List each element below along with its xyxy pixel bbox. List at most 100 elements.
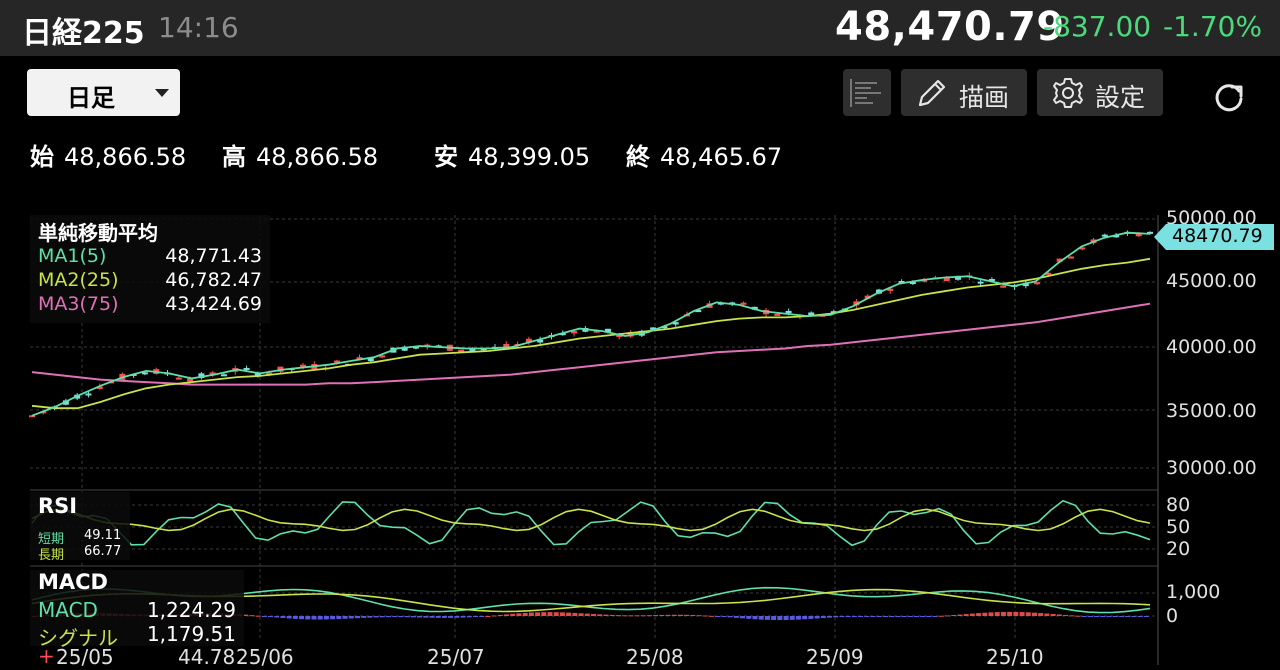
macd-hist-bar <box>907 616 913 617</box>
price-change-percent: -1.70% <box>1163 10 1263 43</box>
candle-body <box>187 378 194 382</box>
candle-body <box>661 326 668 329</box>
y-tick-label: 45000.00 <box>1166 270 1257 292</box>
macd-title: MACD <box>38 570 108 594</box>
macd-hist-bar <box>255 615 261 617</box>
candle-body <box>243 367 250 370</box>
macd-hist-bar <box>764 616 770 620</box>
macd-hist-bar <box>771 616 777 621</box>
macd-hist-bar <box>615 615 621 617</box>
candle-body <box>1000 285 1007 288</box>
macd-hist-bar <box>733 616 739 618</box>
ma2-value: 46,782.47 <box>165 269 262 291</box>
macd-hist-bar <box>827 616 833 618</box>
rsi-short-line <box>31 499 1151 547</box>
candle-body <box>808 312 815 316</box>
ma1-line <box>31 231 1151 417</box>
macd-hist-bar <box>286 616 292 619</box>
settings-button[interactable]: 設定 <box>1037 69 1163 116</box>
candle-body <box>593 330 600 333</box>
macd-hist-bar <box>1063 614 1069 616</box>
macd-hist-bar <box>361 616 367 618</box>
macd-hist-bar <box>1000 611 1006 616</box>
macd-hist-bar <box>820 616 826 619</box>
macd-hist-bar <box>677 614 683 616</box>
macd-hist-bar <box>379 616 385 618</box>
macd-hist-bar <box>709 615 715 617</box>
macd-hist-bar <box>317 616 323 620</box>
candle-body <box>220 374 227 377</box>
rsi-short-label: 短期 <box>38 532 65 547</box>
macd-hist-bar <box>559 612 565 616</box>
x-tick-label: 25/09 <box>806 645 864 669</box>
close-value: 終 48,465.67 <box>626 143 783 171</box>
draw-button[interactable]: 描画 <box>901 69 1027 116</box>
candle-body <box>1079 247 1086 250</box>
candle-body <box>977 281 984 284</box>
macd-hist-bar <box>1050 613 1056 616</box>
draw-label: 描画 <box>959 83 1010 112</box>
rsi-long-label: 長期 <box>38 548 65 563</box>
candle-body <box>740 302 747 305</box>
candle-body <box>988 278 995 281</box>
candle-body <box>1101 234 1108 237</box>
price-chart[interactable] <box>0 195 1280 670</box>
candle-body <box>1147 231 1153 234</box>
macd-hist-bar <box>311 616 317 620</box>
candle-body <box>898 280 905 283</box>
candle-body <box>1135 233 1142 237</box>
x-tick-label: 25/07 <box>427 645 485 669</box>
macd-hist-bar <box>845 616 851 617</box>
macd-hist-bar <box>1131 616 1137 617</box>
index-title: 日経225 <box>22 16 145 51</box>
refresh-icon[interactable] <box>1210 78 1248 116</box>
macd-hist-bar <box>448 616 454 618</box>
candle-body <box>412 346 419 349</box>
macd-hist-bar <box>932 616 938 617</box>
macd-hist-bar <box>1007 611 1013 616</box>
ma-legend: 単純移動平均 MA1(5) 48,771.43 MA2(25) 46,782.4… <box>30 215 270 323</box>
macd-hist-bar <box>609 614 615 616</box>
cursor-readout: 44.78 <box>178 645 236 669</box>
macd-hist-bar <box>851 616 857 617</box>
macd-hist-bar <box>653 615 659 617</box>
y-tick-label: 35000.00 <box>1166 400 1257 422</box>
x-tick-label: 25/08 <box>626 645 684 669</box>
macd-hist-bar <box>1100 616 1106 617</box>
macd-hist-bar <box>858 616 864 617</box>
candle-body <box>785 310 792 314</box>
period-label: 日足 <box>67 84 115 112</box>
macd-hist-bar <box>889 616 895 617</box>
macd-hist-bar <box>1038 613 1044 616</box>
macd-hist-bar <box>702 615 708 617</box>
period-dropdown[interactable]: 日足 <box>27 69 180 116</box>
macd-hist-bar <box>628 615 634 617</box>
macd-hist-bar <box>1075 615 1081 617</box>
macd-hist-bar <box>833 616 839 618</box>
macd-hist-bar <box>646 615 652 617</box>
candle-body <box>367 357 374 362</box>
y-tick-label: 30000.00 <box>1166 457 1257 479</box>
signal-label: シグナル <box>38 626 118 650</box>
macd-tick-label: 0 <box>1166 605 1179 627</box>
macd-hist-bar <box>789 616 795 620</box>
macd-hist-bar <box>522 612 528 616</box>
macd-hist-bar <box>926 616 932 617</box>
candle-body <box>85 393 92 396</box>
macd-hist-bar <box>243 614 249 616</box>
candle-body <box>1067 256 1074 259</box>
macd-hist-bar <box>373 616 379 618</box>
rsi-tick-label: 50 <box>1166 516 1191 538</box>
macd-hist-bar <box>1056 614 1062 616</box>
macd-hist-bar <box>665 614 671 616</box>
caret-down-icon <box>155 89 169 97</box>
macd-hist-bar <box>1143 616 1149 617</box>
rsi-long-line <box>31 508 1151 532</box>
candle-body <box>1034 282 1041 285</box>
indicator-list-button[interactable] <box>843 69 891 116</box>
candle-body <box>356 357 363 360</box>
macd-legend: MACD MACD 1,224.29 シグナル 1,179.51 <box>30 570 244 650</box>
candle-body <box>96 386 103 389</box>
macd-hist-bar <box>572 612 578 616</box>
macd-hist-bar <box>951 614 957 616</box>
